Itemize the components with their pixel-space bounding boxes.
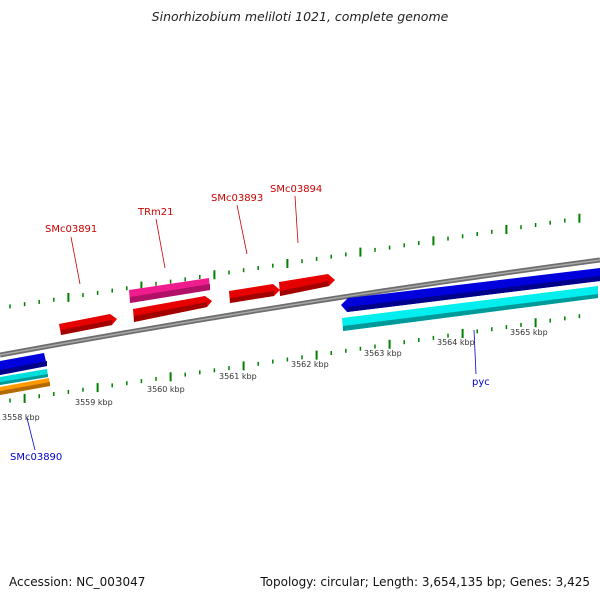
gene-cyan[interactable] — [342, 286, 598, 331]
genome-backbone-highlight — [0, 259, 600, 356]
gene-smc03891[interactable]: SMc03891 — [45, 224, 117, 335]
gene-arrow-shadow — [280, 281, 329, 296]
gene-label: SMc03891 — [45, 224, 97, 235]
scale-label: 3562 kbp — [291, 360, 329, 369]
gene-arrow-shadow — [134, 302, 207, 322]
gene-arrow-shadow — [61, 320, 112, 335]
gene-cyan-left[interactable] — [0, 369, 48, 385]
gene-label: SMc03894 — [270, 184, 322, 195]
genome-stats: Topology: circular; Length: 3,654,135 bp… — [260, 575, 590, 589]
gene-arrow-shadow — [0, 382, 50, 395]
gene-arrow-shadow — [0, 361, 47, 375]
gene-smc03893[interactable]: SMc03893 — [211, 193, 280, 303]
gene-orange-left[interactable] — [0, 378, 50, 395]
gene-label: SMc03893 — [211, 193, 263, 204]
scale-label: 3561 kbp — [219, 372, 257, 381]
gene-label: TRm21 — [137, 207, 174, 218]
label-leader — [70, 236, 81, 285]
gene-arrow-shadow — [347, 276, 600, 312]
label-leader — [155, 218, 166, 269]
gene-smc03894[interactable]: SMc03894 — [270, 184, 335, 296]
gene-label: SMc03890 — [10, 452, 62, 463]
scale-label: 3560 kbp — [147, 385, 185, 394]
label-leader — [26, 417, 36, 451]
gene-arrow-shadow — [343, 294, 598, 331]
label-leader — [294, 195, 299, 244]
reverse-strand-ticks — [9, 314, 581, 403]
map-title: Sinorhizobium meliloti 1021, complete ge… — [151, 9, 449, 24]
gene-label: pyc — [472, 377, 490, 388]
gene-arrow-shadow — [0, 374, 48, 385]
scale-label: 3559 kbp — [75, 398, 113, 407]
gene-arrow-shadow — [130, 284, 210, 303]
gene-trm21[interactable]: TRm21 — [129, 207, 210, 303]
gene-pyc[interactable]: pyc — [341, 268, 600, 388]
label-leader — [473, 329, 477, 375]
accession-text: Accession: NC_003047 — [9, 575, 146, 589]
label-leader — [236, 204, 248, 255]
scale-label: 3564 kbp — [437, 338, 475, 347]
scale-label: 3565 kbp — [510, 328, 548, 337]
scale-label: 3563 kbp — [364, 349, 402, 358]
gene-unlabeled-red[interactable] — [133, 296, 212, 322]
scale-label: 3558 kbp — [2, 413, 40, 422]
gene-arrow-shadow — [230, 291, 274, 303]
scale-labels: 3558 kbp 3559 kbp 3560 kbp 3561 kbp 3562 kbp… — [2, 328, 548, 422]
gene-smc03890[interactable]: SMc03890 — [0, 353, 62, 463]
